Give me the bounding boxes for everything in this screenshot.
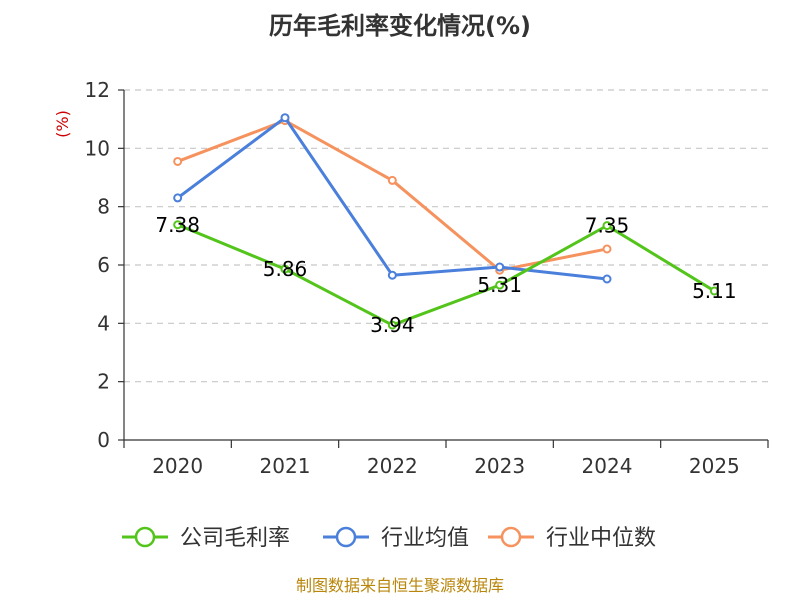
y-tick-label: 12 — [85, 78, 110, 102]
data-labels: 7.38 5.86 3.94 5.31 7.35 5.11 — [155, 213, 736, 337]
data-label: 7.35 — [585, 214, 630, 238]
legend-label: 行业均值 — [381, 526, 469, 551]
x-tick-label: 2025 — [689, 454, 740, 478]
data-point — [495, 280, 505, 290]
y-tick-label: 2 — [97, 370, 110, 394]
legend-marker — [134, 526, 156, 548]
data-point — [602, 221, 612, 231]
legend-item-2[interactable]: 行业中位数 — [488, 526, 656, 551]
x-tick-label: 2020 — [152, 454, 203, 478]
data-label: 7.38 — [155, 213, 200, 237]
y-tick-label: 0 — [97, 428, 110, 452]
series-line-1 — [176, 116, 609, 281]
data-point — [173, 156, 183, 166]
data-point — [602, 274, 612, 284]
data-point — [280, 113, 290, 123]
data-point — [495, 262, 505, 272]
x-tick-label: 2024 — [582, 454, 633, 478]
data-point — [173, 193, 183, 203]
series-line-0 — [176, 223, 716, 327]
data-point — [602, 244, 612, 254]
y-tick-label: 10 — [85, 136, 110, 160]
x-tick-label: 2023 — [474, 454, 525, 478]
source-note: 制图数据来自恒生聚源数据库 — [296, 576, 504, 595]
data-point — [280, 264, 290, 274]
data-point — [173, 220, 183, 230]
data-point — [387, 270, 397, 280]
x-tick-label: 2021 — [260, 454, 311, 478]
y-axis-label: (%) — [53, 110, 72, 138]
data-point — [709, 286, 719, 296]
data-label: 3.94 — [370, 313, 415, 337]
series-lines — [173, 113, 719, 330]
data-point — [387, 175, 397, 185]
legend-item-0[interactable]: 公司毛利率 — [122, 526, 290, 551]
legend-marker — [500, 526, 522, 548]
legend-label: 公司毛利率 — [180, 526, 290, 551]
y-tick-label: 8 — [97, 195, 110, 219]
legend: 公司毛利率 行业均值 行业中位数 — [122, 526, 656, 551]
legend-marker — [335, 526, 357, 548]
legend-label: 行业中位数 — [546, 526, 656, 551]
axes: 0 2 4 6 8 10 12 2020 2021 2022 2023 2024 2025 — [85, 78, 769, 478]
series-line-2 — [176, 119, 609, 272]
legend-item-1[interactable]: 行业均值 — [323, 526, 469, 551]
x-tick-label: 2022 — [367, 454, 418, 478]
chart-title: 历年毛利率变化情况(%) — [269, 12, 531, 40]
y-tick-label: 4 — [97, 311, 110, 335]
gridlines — [124, 89, 768, 383]
data-point — [387, 320, 397, 330]
y-tick-label: 6 — [97, 253, 110, 277]
data-label: 5.11 — [692, 279, 737, 303]
data-label: 5.31 — [477, 273, 522, 297]
data-label: 5.86 — [263, 257, 308, 281]
